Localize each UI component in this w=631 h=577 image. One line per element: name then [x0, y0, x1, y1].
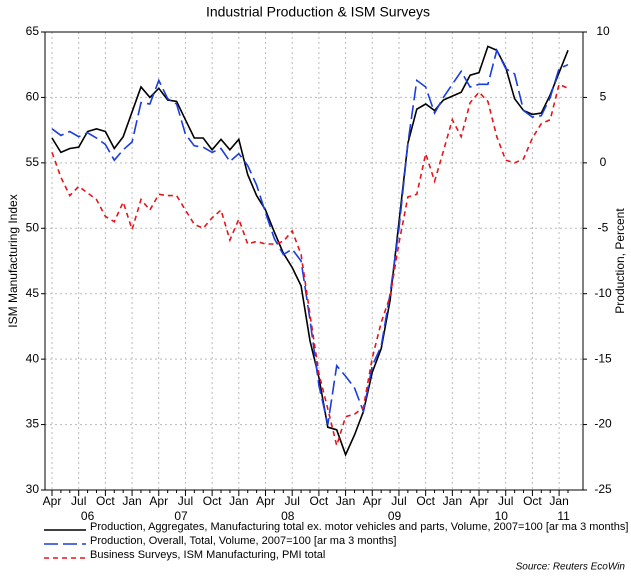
y2-tick-label: -25 [594, 482, 612, 496]
source: Source: Reuters EcoWin [516, 562, 626, 573]
y2-axis-label: Production, Percent [613, 208, 627, 314]
year-label: 06 [81, 509, 95, 523]
x-tick-label: Jan [549, 494, 568, 508]
x-tick-label: Apr [470, 494, 489, 508]
y-tick-label: 30 [26, 482, 40, 496]
y-tick-label: 40 [26, 351, 40, 365]
x-tick-label: Jul [285, 494, 300, 508]
y2-tick-label: 0 [600, 155, 607, 169]
y2-tick-label: 5 [600, 90, 607, 104]
legend-label: Business Surveys, ISM Manufacturing, PMI… [90, 549, 325, 561]
x-tick-label: Jan [443, 494, 462, 508]
x-tick-label: Jul [178, 494, 193, 508]
x-tick-label: Jan [336, 494, 355, 508]
y-tick-label: 35 [26, 417, 40, 431]
x-tick-label: Jan [229, 494, 248, 508]
x-tick-label: Oct [96, 494, 115, 508]
y-tick-label: 65 [26, 24, 40, 38]
year-label: 07 [174, 509, 188, 523]
y-tick-label: 45 [26, 286, 40, 300]
x-tick-label: Jan [122, 494, 141, 508]
x-tick-label: Oct [523, 494, 542, 508]
legend-label: Production, Overall, Total, Volume, 2007… [90, 535, 396, 547]
year-label: 10 [495, 509, 509, 523]
x-tick-label: Jul [498, 494, 513, 508]
year-label: 09 [388, 509, 402, 523]
plot-frame [44, 31, 584, 491]
x-tick-label: Oct [416, 494, 435, 508]
series-line [51, 48, 569, 425]
y-tick-label: 50 [26, 220, 40, 234]
y2-tick-label: -20 [594, 417, 612, 431]
y2-tick-label: -10 [594, 286, 612, 300]
x-tick-label: Apr [43, 494, 62, 508]
series-line [51, 83, 569, 449]
x-tick-label: Apr [149, 494, 168, 508]
year-label: 11 [557, 509, 570, 523]
x-tick-label: Jul [391, 494, 406, 508]
series-line [51, 45, 569, 457]
chart-title: Industrial Production & ISM Surveys [206, 4, 430, 20]
y2-tick-label: -5 [598, 220, 609, 234]
y-tick-label: 60 [26, 90, 40, 104]
year-label: 08 [281, 509, 295, 523]
y-axis-label: ISM Manufacturing Index [6, 194, 20, 327]
x-tick-label: Apr [256, 494, 275, 508]
x-tick-label: Apr [363, 494, 382, 508]
x-tick-label: Jul [71, 494, 86, 508]
legend-label: Production, Aggregates, Manufacturing to… [90, 521, 628, 533]
y2-tick-label: 10 [596, 24, 610, 38]
x-tick-label: Oct [203, 494, 222, 508]
x-tick-label: Oct [310, 494, 329, 508]
y-tick-label: 55 [26, 155, 40, 169]
y2-tick-label: -15 [594, 351, 612, 365]
